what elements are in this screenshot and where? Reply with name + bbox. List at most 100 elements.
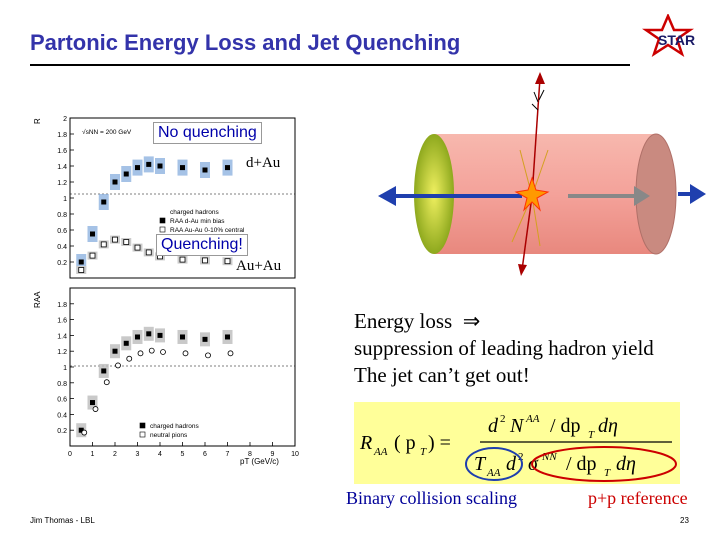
quenching-callout: Quenching! bbox=[156, 234, 248, 256]
jet-fragments bbox=[531, 89, 545, 111]
bottom-ytick-label: 0.4 bbox=[57, 412, 67, 419]
top-energy-label: √sNN = 200 GeV bbox=[82, 128, 132, 136]
bottom-charged-point bbox=[112, 348, 118, 354]
bottom-neutral-point bbox=[160, 349, 166, 355]
energy-loss-line1: Energy loss bbox=[354, 309, 453, 333]
top-legend-label: RAA d-Au min bias bbox=[170, 218, 225, 225]
title-rule bbox=[30, 64, 630, 66]
top-panel: R 0.2 0.4 0.6 0.8 1 1.2 1.4 1.6 1.8 2 √sNN = 200 … bbox=[33, 116, 296, 279]
bottom-panel-ylabel: RAA bbox=[33, 291, 42, 308]
star-logo-text: STAR bbox=[658, 32, 695, 48]
bottom-neutral-point bbox=[227, 350, 234, 357]
raa-formula-svg: R AA ( p T ) = d 2 N AA / dp T dη T AA d… bbox=[359, 413, 677, 482]
bottom-charged-point bbox=[180, 334, 185, 340]
top-ytick-label: 1.6 bbox=[57, 148, 67, 155]
energy-loss-line2: suppression of leading hadron yield bbox=[354, 336, 654, 360]
auau-point bbox=[179, 256, 186, 263]
dau-point bbox=[101, 199, 107, 205]
bottom-charged-point bbox=[123, 340, 129, 346]
dau-point bbox=[135, 165, 140, 171]
formula-den-d: d bbox=[506, 453, 517, 475]
auau-point bbox=[78, 267, 85, 273]
bottom-ytick-label: 1.2 bbox=[57, 349, 67, 356]
bottom-charged-point bbox=[157, 332, 163, 338]
bottom-neutral-point bbox=[148, 347, 155, 354]
binary-scaling-highlight bbox=[465, 447, 523, 481]
formula-num-d: d bbox=[488, 415, 499, 437]
dau-point bbox=[112, 179, 118, 185]
auau-point bbox=[89, 252, 96, 259]
auau-point bbox=[123, 239, 130, 245]
bottom-panel: RAA 0.2 0.4 0.6 0.8 1 1.2 1.4 1.6 1.8 0 1 2 3 4 5 6 7 8 9… bbox=[33, 287, 299, 466]
dau-point bbox=[146, 161, 152, 167]
bottom-neutral-point bbox=[115, 362, 121, 369]
formula-num-exp: 2 bbox=[500, 413, 506, 425]
dau-point bbox=[78, 259, 84, 265]
bottom-charged-point bbox=[78, 427, 84, 433]
bottom-ytick-label: 1.8 bbox=[57, 302, 67, 309]
top-ytick-label: 1 bbox=[63, 196, 67, 203]
top-ytick-label: 0.4 bbox=[57, 244, 67, 251]
bottom-xtick-label: 0 bbox=[68, 451, 72, 458]
formula-den-rest-sub: T bbox=[604, 467, 611, 479]
star-logo-shape bbox=[641, 14, 695, 57]
bottom-neutral-point bbox=[205, 352, 211, 359]
auau-point bbox=[224, 258, 231, 265]
formula-den-T-sub: AA bbox=[486, 467, 501, 479]
top-ytick-label: 1.2 bbox=[57, 180, 67, 187]
energy-loss-text: Energy loss ⇒ suppression of leading had… bbox=[354, 308, 654, 389]
far-right-arrowhead bbox=[690, 184, 706, 204]
formula-num-rest: / dp bbox=[550, 415, 581, 437]
pp-reference-label: p+p reference bbox=[588, 488, 688, 508]
formula-lhs-arg-sub: T bbox=[420, 446, 427, 458]
dau-point bbox=[90, 231, 95, 237]
auau-label: Au+Au bbox=[236, 258, 282, 275]
formula-den-rest: / dp bbox=[566, 453, 597, 475]
formula-lhs-R: R bbox=[359, 432, 372, 454]
bottom-xtick-label: 1 bbox=[91, 451, 95, 458]
bottom-xtick-label: 6 bbox=[203, 451, 207, 458]
footer-author: Jim Thomas - LBL bbox=[30, 516, 95, 525]
bottom-xtick-label: 10 bbox=[291, 451, 299, 458]
top-legend-label: RAA Au-Au 0-10% central bbox=[170, 227, 245, 234]
bottom-charged-point bbox=[135, 334, 140, 340]
dau-point bbox=[225, 165, 230, 171]
bottom-legend-marker bbox=[139, 422, 146, 429]
implies-arrow: ⇒ bbox=[462, 309, 481, 333]
bottom-xtick-label: 2 bbox=[113, 451, 117, 458]
formula-den-exp: 2 bbox=[518, 451, 524, 463]
bottom-legend-marker bbox=[139, 431, 146, 438]
page-number: 23 bbox=[680, 516, 689, 525]
top-legend-label: charged hadrons bbox=[170, 209, 220, 216]
quenched-jet-arrowhead bbox=[518, 264, 527, 276]
top-ytick-label: 0.8 bbox=[57, 212, 67, 219]
auau-point bbox=[134, 244, 141, 251]
bottom-ytick-label: 0.8 bbox=[57, 381, 67, 388]
nucleus-right-arrowhead bbox=[634, 186, 650, 206]
dau-point bbox=[157, 163, 163, 169]
bottom-charged-point bbox=[101, 368, 107, 374]
slide-title: Partonic Energy Loss and Jet Quenching bbox=[30, 30, 461, 55]
top-legend-marker bbox=[159, 226, 166, 233]
bottom-ytick-label: 1.6 bbox=[57, 318, 67, 325]
raa-plot: R 0.2 0.4 0.6 0.8 1 1.2 1.4 1.6 1.8 2 √sNN = 200 … bbox=[33, 116, 299, 466]
energy-loss-line3: The jet can’t get out! bbox=[354, 363, 530, 387]
dau-point bbox=[180, 165, 185, 171]
bottom-xtick-label: 9 bbox=[271, 451, 275, 458]
bottom-xtick-label: 3 bbox=[136, 451, 140, 458]
bottom-ytick-label: 0.6 bbox=[57, 397, 67, 404]
top-ytick-label: 0.6 bbox=[57, 228, 67, 235]
outgoing-jet-line bbox=[531, 77, 541, 197]
formula-num-end: dη bbox=[598, 415, 618, 437]
bottom-charged-point bbox=[202, 336, 208, 342]
formula-lhs-arg: ( p bbox=[394, 432, 416, 454]
top-legend-marker bbox=[159, 217, 166, 224]
top-ytick-label: 2 bbox=[63, 116, 67, 123]
bottom-xtick-label: 8 bbox=[248, 451, 252, 458]
bottom-xtick-label: 4 bbox=[158, 451, 162, 458]
bottom-xtick-label: 5 bbox=[181, 451, 185, 458]
bottom-neutral-point bbox=[81, 429, 88, 436]
bottom-legend-label: neutral pions bbox=[150, 432, 188, 439]
formula-lhs-sub: AA bbox=[373, 446, 388, 458]
formula-num-rest-sub: T bbox=[588, 429, 595, 441]
